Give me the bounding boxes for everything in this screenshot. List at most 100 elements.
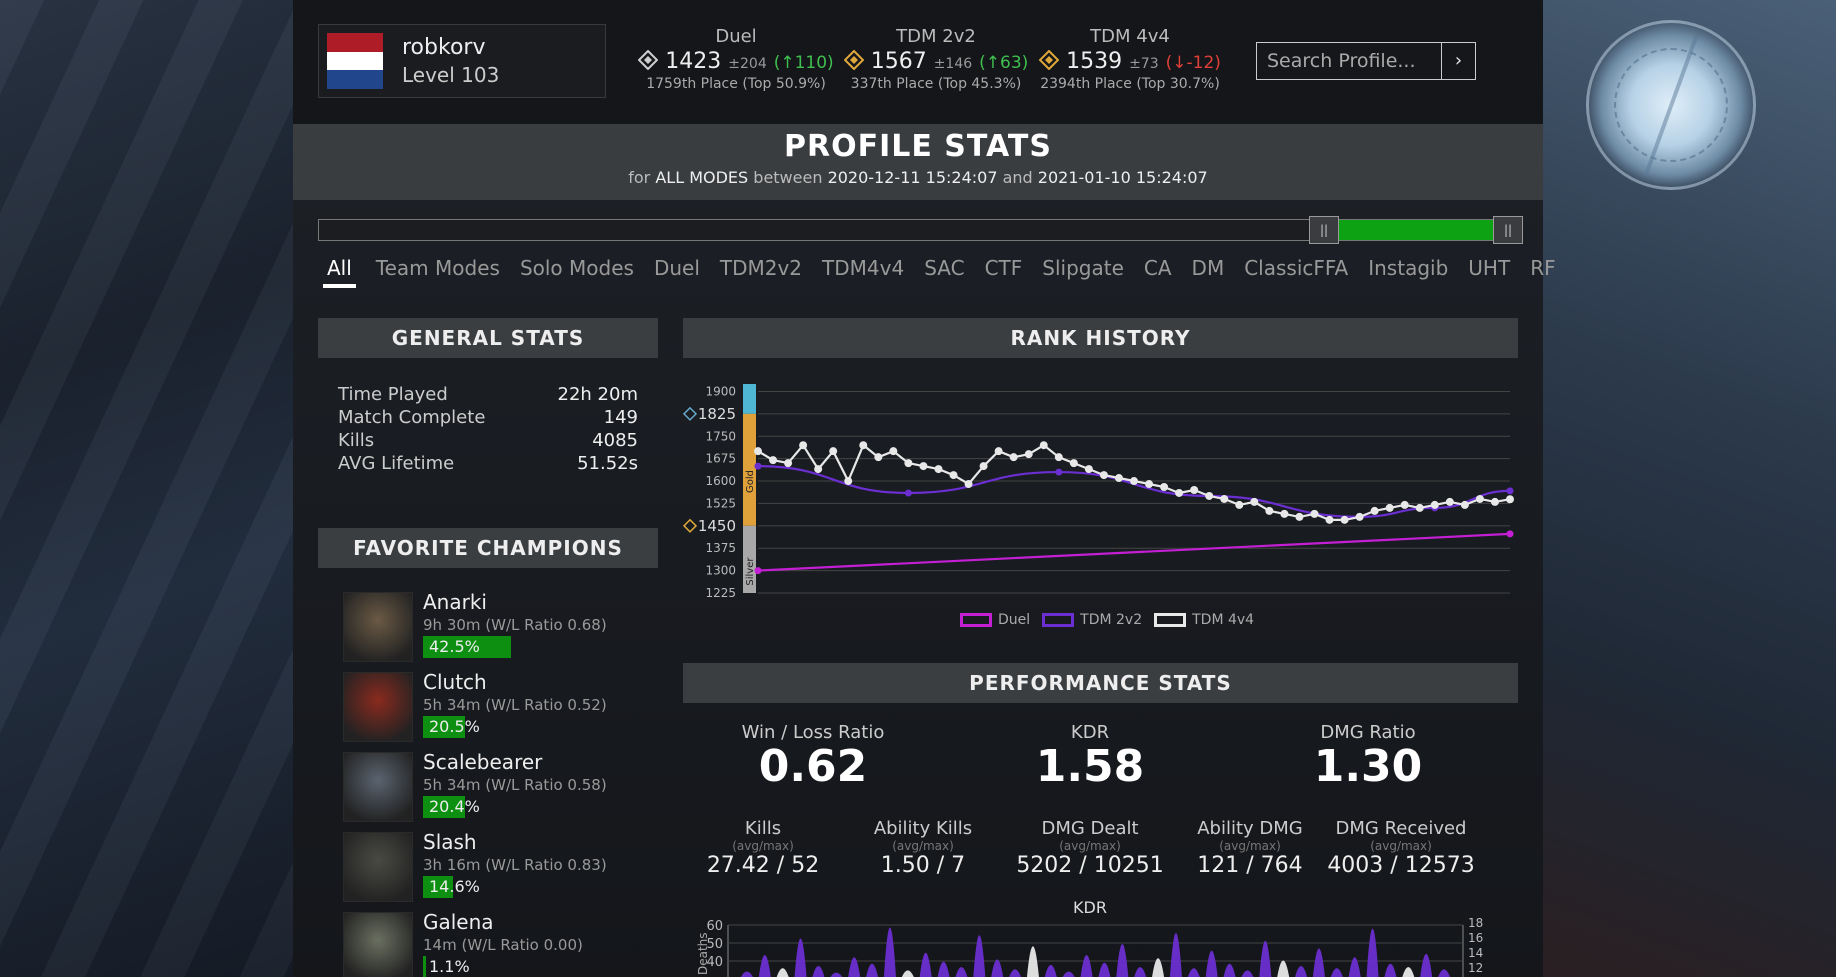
tab-solo-modes[interactable]: Solo Modes: [519, 256, 634, 280]
date-range-slider[interactable]: || ||: [318, 216, 1523, 244]
data-point: [1430, 500, 1439, 509]
champion-slash[interactable]: Slash 3h 16m (W/L Ratio 0.83) 14.6%: [343, 830, 643, 904]
kdr-spike: [1026, 946, 1039, 977]
data-point: [1190, 485, 1199, 494]
profile-level: Level 103: [402, 63, 500, 87]
profile-card[interactable]: robkorv Level 103: [318, 24, 606, 98]
data-point: [1250, 497, 1259, 506]
kdr-spike: [1438, 969, 1451, 977]
champion-playtime: 14m (W/L Ratio 0.00): [423, 936, 583, 954]
slider-end-handle[interactable]: ||: [1493, 216, 1523, 244]
tab-duel[interactable]: Duel: [653, 256, 700, 280]
data-point: [1009, 453, 1018, 462]
data-point: [919, 462, 928, 471]
tab-slipgate[interactable]: Slipgate: [1042, 256, 1124, 280]
champion-usage-bar: [423, 716, 466, 738]
kdr-spike: [1330, 968, 1343, 977]
general-stats: Time Played 22h 20m Match Complete 149 Kills…: [338, 383, 638, 475]
perf-ability-kills: Ability Kills (avg/max) 1.50 / 7: [873, 818, 973, 878]
data-point: [1506, 530, 1514, 538]
data-point: [1325, 515, 1334, 524]
y-tick-label-right: 16: [1468, 931, 1483, 945]
kdr-spike: [830, 972, 843, 977]
champion-anarki[interactable]: Anarki 9h 30m (W/L Ratio 0.68) 42.5%: [343, 590, 643, 664]
data-point: [754, 447, 762, 456]
data-point: [1099, 471, 1108, 480]
search-submit-button[interactable]: ›: [1441, 43, 1475, 79]
slider-range-fill: [1323, 220, 1495, 240]
kdr-spike: [1402, 967, 1415, 977]
champion-usage-bar: [423, 636, 511, 658]
profile-stats-banner: PROFILE STATS for ALL MODES between 2020…: [293, 124, 1543, 200]
kdr-spike: [1009, 969, 1022, 977]
champion-galena[interactable]: Galena 14m (W/L Ratio 0.00) 1.1%: [343, 910, 643, 977]
diamond-rank-icon: [683, 406, 698, 421]
gold-rank-icon: [843, 50, 864, 70]
kdr-spike: [973, 935, 986, 977]
mode-deviation: ±204: [728, 56, 767, 72]
tab-instagib[interactable]: Instagib: [1368, 256, 1449, 280]
data-point: [1490, 497, 1499, 506]
y-tick-label: 1525: [705, 496, 736, 510]
data-point: [769, 456, 778, 465]
champion-usage-pct: 1.1%: [429, 957, 470, 976]
legend-item-tdm4v4[interactable]: TDM 4v4: [1154, 612, 1254, 628]
champion-clutch[interactable]: Clutch 5h 34m (W/L Ratio 0.52) 20.5%: [343, 670, 643, 744]
data-point: [1220, 494, 1229, 503]
perf-dmg-dealt: DMG Dealt (avg/max) 5202 / 10251: [1016, 818, 1164, 878]
data-point: [949, 471, 958, 480]
start-date: 2020-12-11 15:24:07: [827, 168, 998, 187]
mode-deviation: ±73: [1129, 56, 1159, 72]
main-content: robkorv Level 103 Duel 1423 ±204 (↑110) …: [293, 0, 1556, 977]
data-point: [1385, 503, 1394, 512]
data-point: [1055, 468, 1063, 476]
search-input[interactable]: [1257, 43, 1441, 79]
tab-rf[interactable]: RF: [1530, 256, 1556, 280]
champion-scalebearer[interactable]: Scalebearer 5h 34m (W/L Ratio 0.58) 20.4%: [343, 750, 643, 824]
tab-tdm2v2[interactable]: TDM2v2: [719, 256, 803, 280]
kdr-spike: [919, 952, 932, 977]
kdr-spike: [937, 961, 950, 977]
kdr-spike: [758, 955, 771, 977]
champion-portrait: [343, 912, 413, 977]
kdr-spike: [901, 970, 914, 977]
champion-playtime: 9h 30m (W/L Ratio 0.68): [423, 616, 607, 634]
legend-item-tdm2v2[interactable]: TDM 2v2: [1042, 612, 1142, 628]
perf-kills: Kills (avg/max) 27.42 / 52: [706, 818, 820, 878]
mode-place: 2394th Place (Top 30.7%): [1040, 76, 1220, 92]
kdr-spike: [1205, 950, 1218, 977]
tab-team-modes[interactable]: Team Modes: [375, 256, 500, 280]
kdr-stat: KDR 1.58: [1035, 722, 1145, 792]
general-stat-row: Time Played 22h 20m: [338, 383, 638, 406]
champion-name: Anarki: [423, 590, 487, 614]
mode-rating: 1423: [665, 49, 722, 74]
search-box: ›: [1256, 42, 1476, 80]
mode-tabs: All Team Modes Solo Modes Duel TDM2v2 TDM4v4 S…: [323, 256, 1576, 288]
tab-uht[interactable]: UHT: [1468, 256, 1511, 280]
data-point: [1265, 506, 1274, 515]
legend-swatch: [1154, 613, 1187, 627]
champion-name: Scalebearer: [423, 750, 543, 774]
tab-tdm4v4[interactable]: TDM4v4: [822, 256, 905, 280]
kdr-spike: [1312, 948, 1325, 977]
data-point: [1114, 474, 1123, 483]
data-point: [1460, 500, 1469, 509]
legend-item-duel[interactable]: Duel: [960, 612, 1030, 628]
kdr-spike: [955, 967, 968, 977]
tier-bar-silver: [743, 525, 756, 593]
tab-ctf[interactable]: CTF: [984, 256, 1023, 280]
slider-start-handle[interactable]: ||: [1309, 216, 1339, 244]
tab-sac[interactable]: SAC: [924, 256, 965, 280]
stat-value: 149: [603, 407, 638, 428]
tab-ca[interactable]: CA: [1143, 256, 1172, 280]
mode-title: TDM 4v4: [1090, 26, 1170, 47]
y-tick-label-left: 50: [706, 937, 723, 952]
tab-classicffa[interactable]: ClassicFFA: [1244, 256, 1349, 280]
kdr-spike: [1366, 928, 1379, 977]
mode-deviation: ±146: [933, 56, 973, 72]
tab-dm[interactable]: DM: [1191, 256, 1225, 280]
data-point: [934, 465, 943, 474]
kdr-spike: [794, 938, 807, 977]
tab-all[interactable]: All: [323, 256, 356, 288]
